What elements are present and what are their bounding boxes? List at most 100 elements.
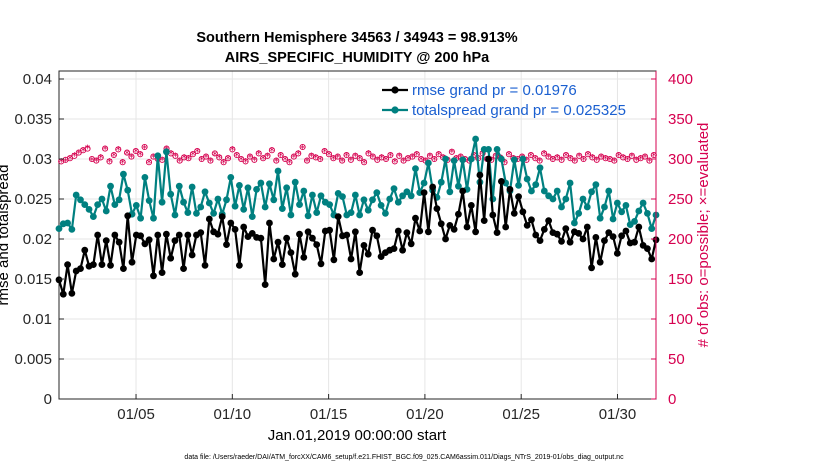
obs-possible-point <box>624 155 631 163</box>
spread-point <box>210 210 218 217</box>
rmse-point <box>416 227 424 235</box>
obs-evaluated-point: * <box>410 151 416 164</box>
rmse-point <box>519 208 527 216</box>
spread-point <box>515 182 522 189</box>
spread-point <box>360 196 368 204</box>
obs-evaluated-point: * <box>401 155 407 168</box>
obs-possible-point <box>189 151 196 158</box>
obs-possible-point <box>277 151 284 159</box>
obs-evaluated-point: * <box>76 147 82 160</box>
obs-possible-point <box>387 151 394 159</box>
rmse-point <box>450 226 458 233</box>
obs-possible-point <box>435 151 442 158</box>
spread-point <box>68 226 76 233</box>
obs-evaluated-point: * <box>89 155 95 168</box>
spread-point <box>291 178 299 186</box>
spread-point <box>618 208 626 216</box>
spread-point <box>442 155 449 163</box>
obs-evaluated-point: * <box>537 155 543 168</box>
rmse-point <box>644 245 651 253</box>
rmse-point <box>145 236 153 244</box>
obs-possible-point <box>242 158 249 165</box>
rmse-point <box>296 230 303 238</box>
obs-evaluated-point: * <box>238 154 244 167</box>
obs-possible-point <box>216 154 223 161</box>
obs-evaluated-point: * <box>449 147 455 160</box>
rmse-point <box>356 269 364 276</box>
x-tick-label: 01/20 <box>406 406 444 423</box>
obs-evaluated-point: * <box>221 157 227 170</box>
rmse-point <box>459 187 467 195</box>
spread-point <box>227 174 235 181</box>
x-tick-label: 01/05 <box>117 406 155 423</box>
obs-possible-point <box>246 153 254 160</box>
spread-point <box>223 196 230 204</box>
spread-point <box>373 189 381 197</box>
spread-point <box>570 219 578 227</box>
obs-possible-point <box>290 153 297 160</box>
rmse-point <box>201 262 209 269</box>
spread-point <box>300 187 308 195</box>
obs-possible-point <box>172 152 179 159</box>
obs-evaluated-point: * <box>489 155 495 168</box>
x-tick-label: 01/30 <box>599 406 637 423</box>
obs-evaluated-point: * <box>304 155 310 168</box>
obs-possible-point <box>611 157 618 164</box>
obs-evaluated-point: * <box>348 155 354 168</box>
spread-point <box>111 201 119 209</box>
spread-point <box>240 206 248 213</box>
obs-evaluated-point: * <box>234 150 240 163</box>
obs-possible-point <box>571 157 578 164</box>
obs-layer: ************************ ****************… <box>58 143 657 170</box>
legend-spread-marker <box>391 106 399 114</box>
rmse-point <box>601 237 608 245</box>
rmse-point <box>412 214 419 222</box>
rmse-point <box>553 230 561 238</box>
obs-evaluated-point: * <box>199 154 205 167</box>
obs-possible-point <box>194 147 201 155</box>
obs-possible-point <box>505 151 512 158</box>
obs-evaluated-point: * <box>339 155 345 168</box>
rmse-point <box>283 234 291 242</box>
obs-evaluated-point: * <box>111 150 117 163</box>
rmse-point <box>493 229 501 237</box>
spread-point <box>644 210 651 217</box>
x-tick-label: 01/15 <box>310 406 348 423</box>
obs-evaluated-point: * <box>107 156 113 169</box>
rmse-point <box>605 229 613 237</box>
obs-evaluated-point: * <box>94 155 100 168</box>
spread-point <box>420 179 428 187</box>
obs-evaluated-point: * <box>225 153 231 166</box>
spread-point <box>154 152 162 160</box>
rmse-point <box>235 262 243 269</box>
rmse-point <box>467 202 475 209</box>
spread-point <box>472 135 480 143</box>
rmse-point <box>485 155 492 163</box>
rmse-point <box>334 213 342 221</box>
legend-spread-label: totalspread grand pr = 0.025325 <box>412 102 626 119</box>
spread-point <box>180 198 187 206</box>
spread-point <box>283 184 291 192</box>
obs-possible-point <box>106 158 113 165</box>
y-left-tick-label: 0.025 <box>14 191 52 208</box>
obs-evaluated-point: * <box>550 154 556 167</box>
obs-evaluated-point: * <box>432 154 438 167</box>
rmse-point <box>480 217 488 225</box>
spread-point <box>244 184 252 192</box>
rmse-point <box>618 232 626 240</box>
spread-point <box>141 174 149 181</box>
obs-possible-point <box>356 155 363 162</box>
spread-point <box>485 146 492 153</box>
rmse-point <box>184 231 192 239</box>
obs-possible-point <box>115 146 122 153</box>
obs-evaluated-point: * <box>159 155 165 168</box>
rmse-point <box>463 223 471 231</box>
spread-point <box>124 186 132 194</box>
obs-evaluated-point: * <box>173 151 179 164</box>
rmse-point <box>257 234 265 242</box>
obs-possible-point <box>185 155 192 162</box>
rmse-point <box>579 235 587 243</box>
rmse-point <box>77 265 84 272</box>
spread-point <box>639 199 647 207</box>
rmse-point <box>506 186 514 193</box>
